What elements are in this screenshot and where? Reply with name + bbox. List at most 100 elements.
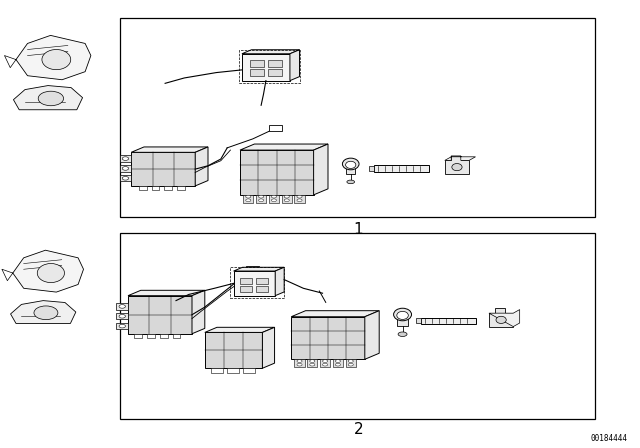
- Polygon shape: [314, 144, 328, 195]
- Bar: [307, 359, 317, 367]
- Polygon shape: [242, 50, 300, 54]
- Bar: [369, 166, 374, 171]
- Bar: [152, 186, 159, 190]
- Bar: [250, 69, 264, 76]
- Bar: [173, 334, 180, 338]
- Polygon shape: [195, 147, 208, 186]
- Ellipse shape: [335, 360, 340, 362]
- Bar: [116, 323, 128, 329]
- Text: 00184444: 00184444: [590, 434, 627, 443]
- Polygon shape: [445, 156, 469, 174]
- Bar: [256, 278, 268, 284]
- Ellipse shape: [122, 177, 129, 180]
- Ellipse shape: [398, 332, 407, 336]
- Ellipse shape: [323, 363, 328, 366]
- Ellipse shape: [119, 314, 125, 318]
- Bar: [294, 195, 305, 203]
- Bar: [333, 359, 343, 367]
- Bar: [374, 165, 429, 172]
- Bar: [160, 334, 168, 338]
- Bar: [243, 195, 253, 203]
- Bar: [120, 175, 131, 181]
- Ellipse shape: [348, 363, 353, 366]
- Ellipse shape: [347, 180, 355, 184]
- Ellipse shape: [122, 157, 129, 160]
- Ellipse shape: [122, 167, 129, 170]
- Ellipse shape: [259, 195, 264, 198]
- Ellipse shape: [310, 363, 315, 366]
- Bar: [120, 18, 595, 217]
- Bar: [116, 313, 128, 319]
- Polygon shape: [291, 317, 365, 359]
- Polygon shape: [192, 290, 205, 334]
- Ellipse shape: [346, 161, 356, 168]
- Polygon shape: [290, 50, 300, 81]
- Bar: [346, 164, 355, 174]
- Bar: [120, 233, 595, 419]
- Ellipse shape: [452, 164, 462, 171]
- Bar: [416, 318, 421, 323]
- Bar: [211, 368, 223, 373]
- Ellipse shape: [37, 263, 65, 283]
- Polygon shape: [240, 144, 328, 150]
- Ellipse shape: [284, 199, 289, 202]
- Polygon shape: [205, 327, 275, 332]
- Bar: [269, 125, 282, 131]
- Bar: [230, 267, 284, 298]
- Bar: [239, 50, 300, 83]
- Bar: [177, 186, 185, 190]
- Ellipse shape: [42, 49, 71, 69]
- Bar: [421, 318, 476, 324]
- Bar: [120, 155, 131, 162]
- Ellipse shape: [297, 199, 302, 202]
- Ellipse shape: [246, 199, 251, 202]
- Bar: [240, 278, 252, 284]
- Ellipse shape: [284, 195, 289, 198]
- Ellipse shape: [297, 360, 302, 362]
- Ellipse shape: [394, 308, 412, 321]
- Bar: [120, 165, 131, 172]
- Ellipse shape: [259, 199, 264, 202]
- Bar: [227, 368, 239, 373]
- Bar: [240, 286, 252, 292]
- Ellipse shape: [271, 199, 276, 202]
- Polygon shape: [365, 311, 380, 359]
- Bar: [116, 303, 128, 310]
- Polygon shape: [131, 147, 208, 152]
- Ellipse shape: [34, 306, 58, 320]
- Ellipse shape: [119, 324, 125, 328]
- Polygon shape: [445, 156, 476, 160]
- Polygon shape: [234, 271, 275, 296]
- Polygon shape: [262, 327, 275, 368]
- Bar: [256, 286, 268, 292]
- Bar: [282, 195, 292, 203]
- Polygon shape: [242, 54, 290, 81]
- Polygon shape: [291, 311, 380, 317]
- Ellipse shape: [397, 311, 408, 319]
- Ellipse shape: [38, 91, 63, 106]
- Polygon shape: [234, 267, 284, 271]
- Bar: [294, 359, 305, 367]
- Ellipse shape: [271, 195, 276, 198]
- Text: 1: 1: [353, 222, 364, 237]
- Ellipse shape: [310, 360, 315, 362]
- Bar: [134, 334, 142, 338]
- Bar: [139, 186, 147, 190]
- Bar: [269, 195, 279, 203]
- Bar: [256, 195, 266, 203]
- Ellipse shape: [348, 360, 353, 362]
- Bar: [147, 334, 155, 338]
- Polygon shape: [205, 332, 262, 368]
- Bar: [397, 314, 408, 326]
- Bar: [320, 359, 330, 367]
- Polygon shape: [240, 150, 314, 195]
- Polygon shape: [10, 301, 76, 323]
- Bar: [268, 60, 282, 67]
- Polygon shape: [128, 290, 205, 296]
- Text: 2: 2: [353, 422, 364, 437]
- Ellipse shape: [335, 363, 340, 366]
- Ellipse shape: [297, 363, 302, 366]
- Ellipse shape: [297, 195, 302, 198]
- Polygon shape: [489, 310, 520, 327]
- Polygon shape: [275, 267, 284, 296]
